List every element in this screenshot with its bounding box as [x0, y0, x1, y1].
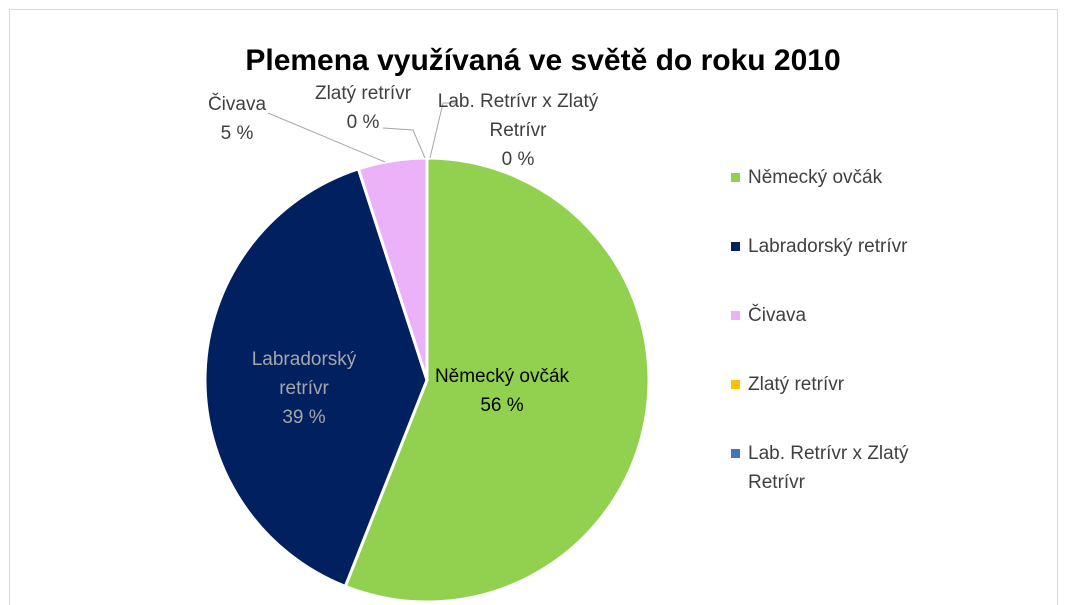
legend-swatch: [731, 173, 740, 182]
data-label-name: Čivava: [207, 94, 267, 115]
data-label: Zlatý retrívr 0 %: [293, 79, 433, 137]
legend-swatch: [731, 242, 740, 251]
legend-swatch: [731, 380, 740, 389]
data-label-name: Lab. Retrívr x Zlatý Retrívr: [437, 91, 599, 141]
legend-label: Lab. Retrívr x Zlatý Retrívr: [748, 439, 963, 497]
data-label-value: 0 %: [346, 112, 380, 133]
legend-label: Německý ovčák: [748, 163, 963, 192]
pie: [203, 156, 651, 604]
data-label: Lab. Retrívr x Zlatý Retrívr 0 %: [433, 87, 603, 174]
leader-line: [429, 102, 456, 159]
data-label-value: 0 %: [501, 149, 535, 170]
data-label: Labradorský retrívr 39 %: [239, 345, 369, 432]
legend-swatch: [731, 449, 740, 458]
legend-text: Čivava: [748, 305, 807, 326]
chart-title: Plemena využívaná ve světě do roku 2010: [245, 44, 840, 77]
data-label-name: Zlatý retrívr: [314, 83, 412, 104]
legend-text: Lab. Retrívr x Zlatý Retrívr: [748, 443, 909, 493]
data-label-value: 56 %: [480, 395, 524, 416]
data-label-value: 39 %: [282, 407, 326, 428]
data-label-name: Labradorský retrívr: [251, 349, 357, 399]
legend-text: Labradorský retrívr: [748, 236, 908, 257]
pie-slice: [356, 156, 429, 381]
data-label-name: Německý ovčák: [434, 366, 570, 387]
pie-slice: [343, 156, 651, 604]
legend-label: Čivava: [748, 301, 963, 330]
leader-line: [267, 112, 386, 163]
legend-label: Labradorský retrívr: [748, 232, 963, 261]
legend-label: Zlatý retrívr: [748, 370, 963, 399]
data-label: Čivava 5 %: [187, 90, 287, 148]
legend: [731, 173, 740, 458]
legend-swatch: [731, 311, 740, 320]
leader-line: [382, 127, 426, 159]
legend-text: Německý ovčák: [748, 167, 883, 188]
pie-slice: [203, 166, 429, 589]
data-label-value: 5 %: [220, 123, 254, 144]
data-label: Německý ovčák 56 %: [417, 362, 587, 420]
legend-text: Zlatý retrívr: [748, 374, 845, 395]
